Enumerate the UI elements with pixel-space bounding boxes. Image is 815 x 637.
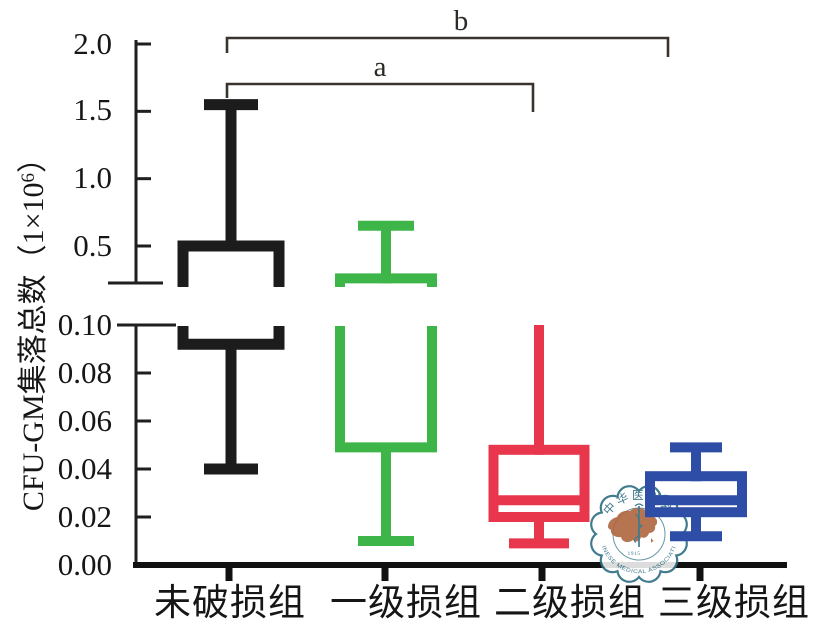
staff-handle: [634, 503, 644, 507]
box-lower-segment: [335, 326, 437, 453]
significance-label-a: a: [373, 51, 387, 83]
xcat-label-group3: 二级损组: [494, 583, 646, 624]
axes: [108, 40, 787, 581]
ytick-1.0: 1.0: [73, 160, 112, 195]
stamp-asclepius-staff: [633, 503, 644, 547]
ytick-1.5: 1.5: [73, 92, 112, 127]
snake-coil: [633, 513, 644, 543]
xcat-label-group4: 三级损组: [658, 583, 810, 624]
box-series-1: [335, 220, 437, 546]
xcat-label-group2: 一级损组: [330, 583, 482, 624]
taiwan-island-shape: [651, 538, 654, 543]
ytick-0.00: 0.00: [57, 547, 112, 582]
ytick-2.0: 2.0: [73, 26, 112, 61]
box-upper-segment: [177, 240, 285, 287]
stamp-year: 1915: [628, 551, 641, 557]
box-series-0: [177, 99, 285, 475]
stamp-china-map: [608, 507, 658, 543]
box-upper-segment: [335, 273, 437, 287]
ytick-0.06: 0.06: [57, 403, 112, 438]
xcat-label-group1: 未破损组: [154, 583, 306, 624]
ytick-0.10: 0.10: [57, 307, 112, 342]
bracket-a: [225, 82, 535, 112]
box-series-3: [645, 442, 747, 542]
ytick-0.04: 0.04: [57, 451, 112, 486]
china-mainland-shape: [608, 507, 658, 543]
ytick-0.02: 0.02: [57, 499, 112, 534]
box-series-2: [488, 325, 590, 549]
significance-brackets: [225, 36, 670, 112]
significance-label-b: b: [453, 5, 469, 37]
ytick-0.08: 0.08: [57, 355, 112, 390]
box-rect: [488, 444, 590, 522]
box-lower-segment: [177, 326, 285, 350]
bracket-b: [225, 36, 670, 57]
ytick-0.5: 0.5: [73, 228, 112, 263]
